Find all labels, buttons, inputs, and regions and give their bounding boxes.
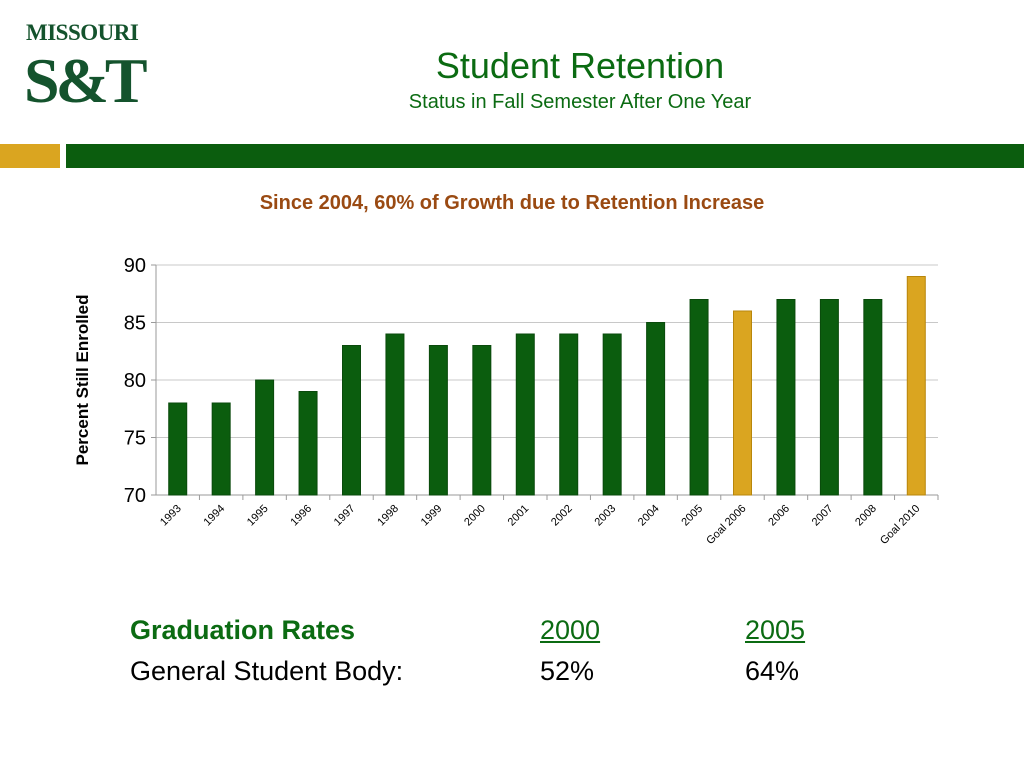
x-tick-label: 2002 <box>549 503 575 529</box>
slide-subtitle: Status in Fall Semester After One Year <box>408 91 752 113</box>
bar-2003 <box>602 333 622 496</box>
x-tick-label: 2006 <box>766 503 792 529</box>
general-student-body-label: General Student Body: <box>130 656 404 686</box>
x-tick-label: 2004 <box>636 503 662 529</box>
graduation-rates-heading: Graduation Rates <box>130 615 356 645</box>
x-tick-label: 2005 <box>679 503 705 529</box>
logo-monogram: S&T <box>24 45 148 116</box>
bar-goal-2006 <box>733 310 752 496</box>
y-tick-label: 70 <box>124 485 146 507</box>
x-tick-label: Goal 2006 <box>704 503 748 547</box>
bar-1995 <box>255 379 275 496</box>
y-axis-title: Percent Still Enrolled <box>73 295 92 466</box>
x-tick-label: 2008 <box>853 503 879 529</box>
bar-1996 <box>298 391 318 496</box>
bar-goal-2010 <box>906 276 926 496</box>
bar-2008 <box>863 299 883 496</box>
x-tick-label: 2007 <box>810 503 836 529</box>
x-tick-label: 2001 <box>506 503 532 529</box>
bar-1994 <box>211 402 231 496</box>
x-tick-label: 2003 <box>592 503 618 529</box>
x-tick-labels: 1993 1994 1995 1996 1997 1998 1999 2000 2001 2002… <box>158 495 939 547</box>
bar-2002 <box>559 333 579 496</box>
x-tick-label: 1999 <box>419 503 445 529</box>
bar-2007 <box>819 299 839 496</box>
x-tick-label: 1996 <box>288 503 314 529</box>
slide-header: Student Retention Status in Fall Semeste… <box>330 42 830 114</box>
graduation-year-2000: 2000 <box>540 615 601 645</box>
y-tick-label: 75 <box>124 428 146 450</box>
x-tick-label: Goal 2010 <box>878 503 922 547</box>
x-tick-label: 1995 <box>245 503 271 529</box>
x-tick-label: 1997 <box>332 503 358 529</box>
header-band-green <box>66 144 1024 168</box>
missouri-st-logo: MISSOURI S&T <box>18 14 163 124</box>
y-tick-label: 90 <box>124 255 146 277</box>
bars <box>168 276 926 496</box>
y-tick-label: 85 <box>124 313 146 335</box>
x-tick-label: 1993 <box>158 503 184 529</box>
bar-2005 <box>689 299 709 496</box>
y-tick-label: 80 <box>124 370 146 392</box>
x-tick-label: 1998 <box>375 503 401 529</box>
graduation-year-2005: 2005 <box>745 615 806 645</box>
slide-title: Student Retention <box>435 45 725 86</box>
chart-title: Since 2004, 60% of Growth due to Retenti… <box>259 192 765 214</box>
bar-1993 <box>168 402 188 496</box>
retention-bar-chart: 70 75 80 85 90 1993 1994 1995 1996 1997 1998 1999 2… <box>73 255 939 547</box>
x-tick-label: 1994 <box>201 503 227 529</box>
bar-1999 <box>428 345 448 496</box>
graduation-rate-2000: 52% <box>540 656 595 686</box>
graduation-rate-2005: 64% <box>745 656 800 686</box>
x-tick-label: 2000 <box>462 503 488 529</box>
y-tick-labels: 70 75 80 85 90 <box>124 255 156 507</box>
bar-1998 <box>385 333 405 496</box>
bar-2001 <box>515 333 535 496</box>
logo-wordmark: MISSOURI <box>26 20 139 45</box>
bar-2006 <box>776 299 796 496</box>
bar-1997 <box>342 345 361 496</box>
bar-2000 <box>472 345 492 496</box>
bar-2004 <box>646 322 666 496</box>
header-band-gold <box>0 144 60 168</box>
